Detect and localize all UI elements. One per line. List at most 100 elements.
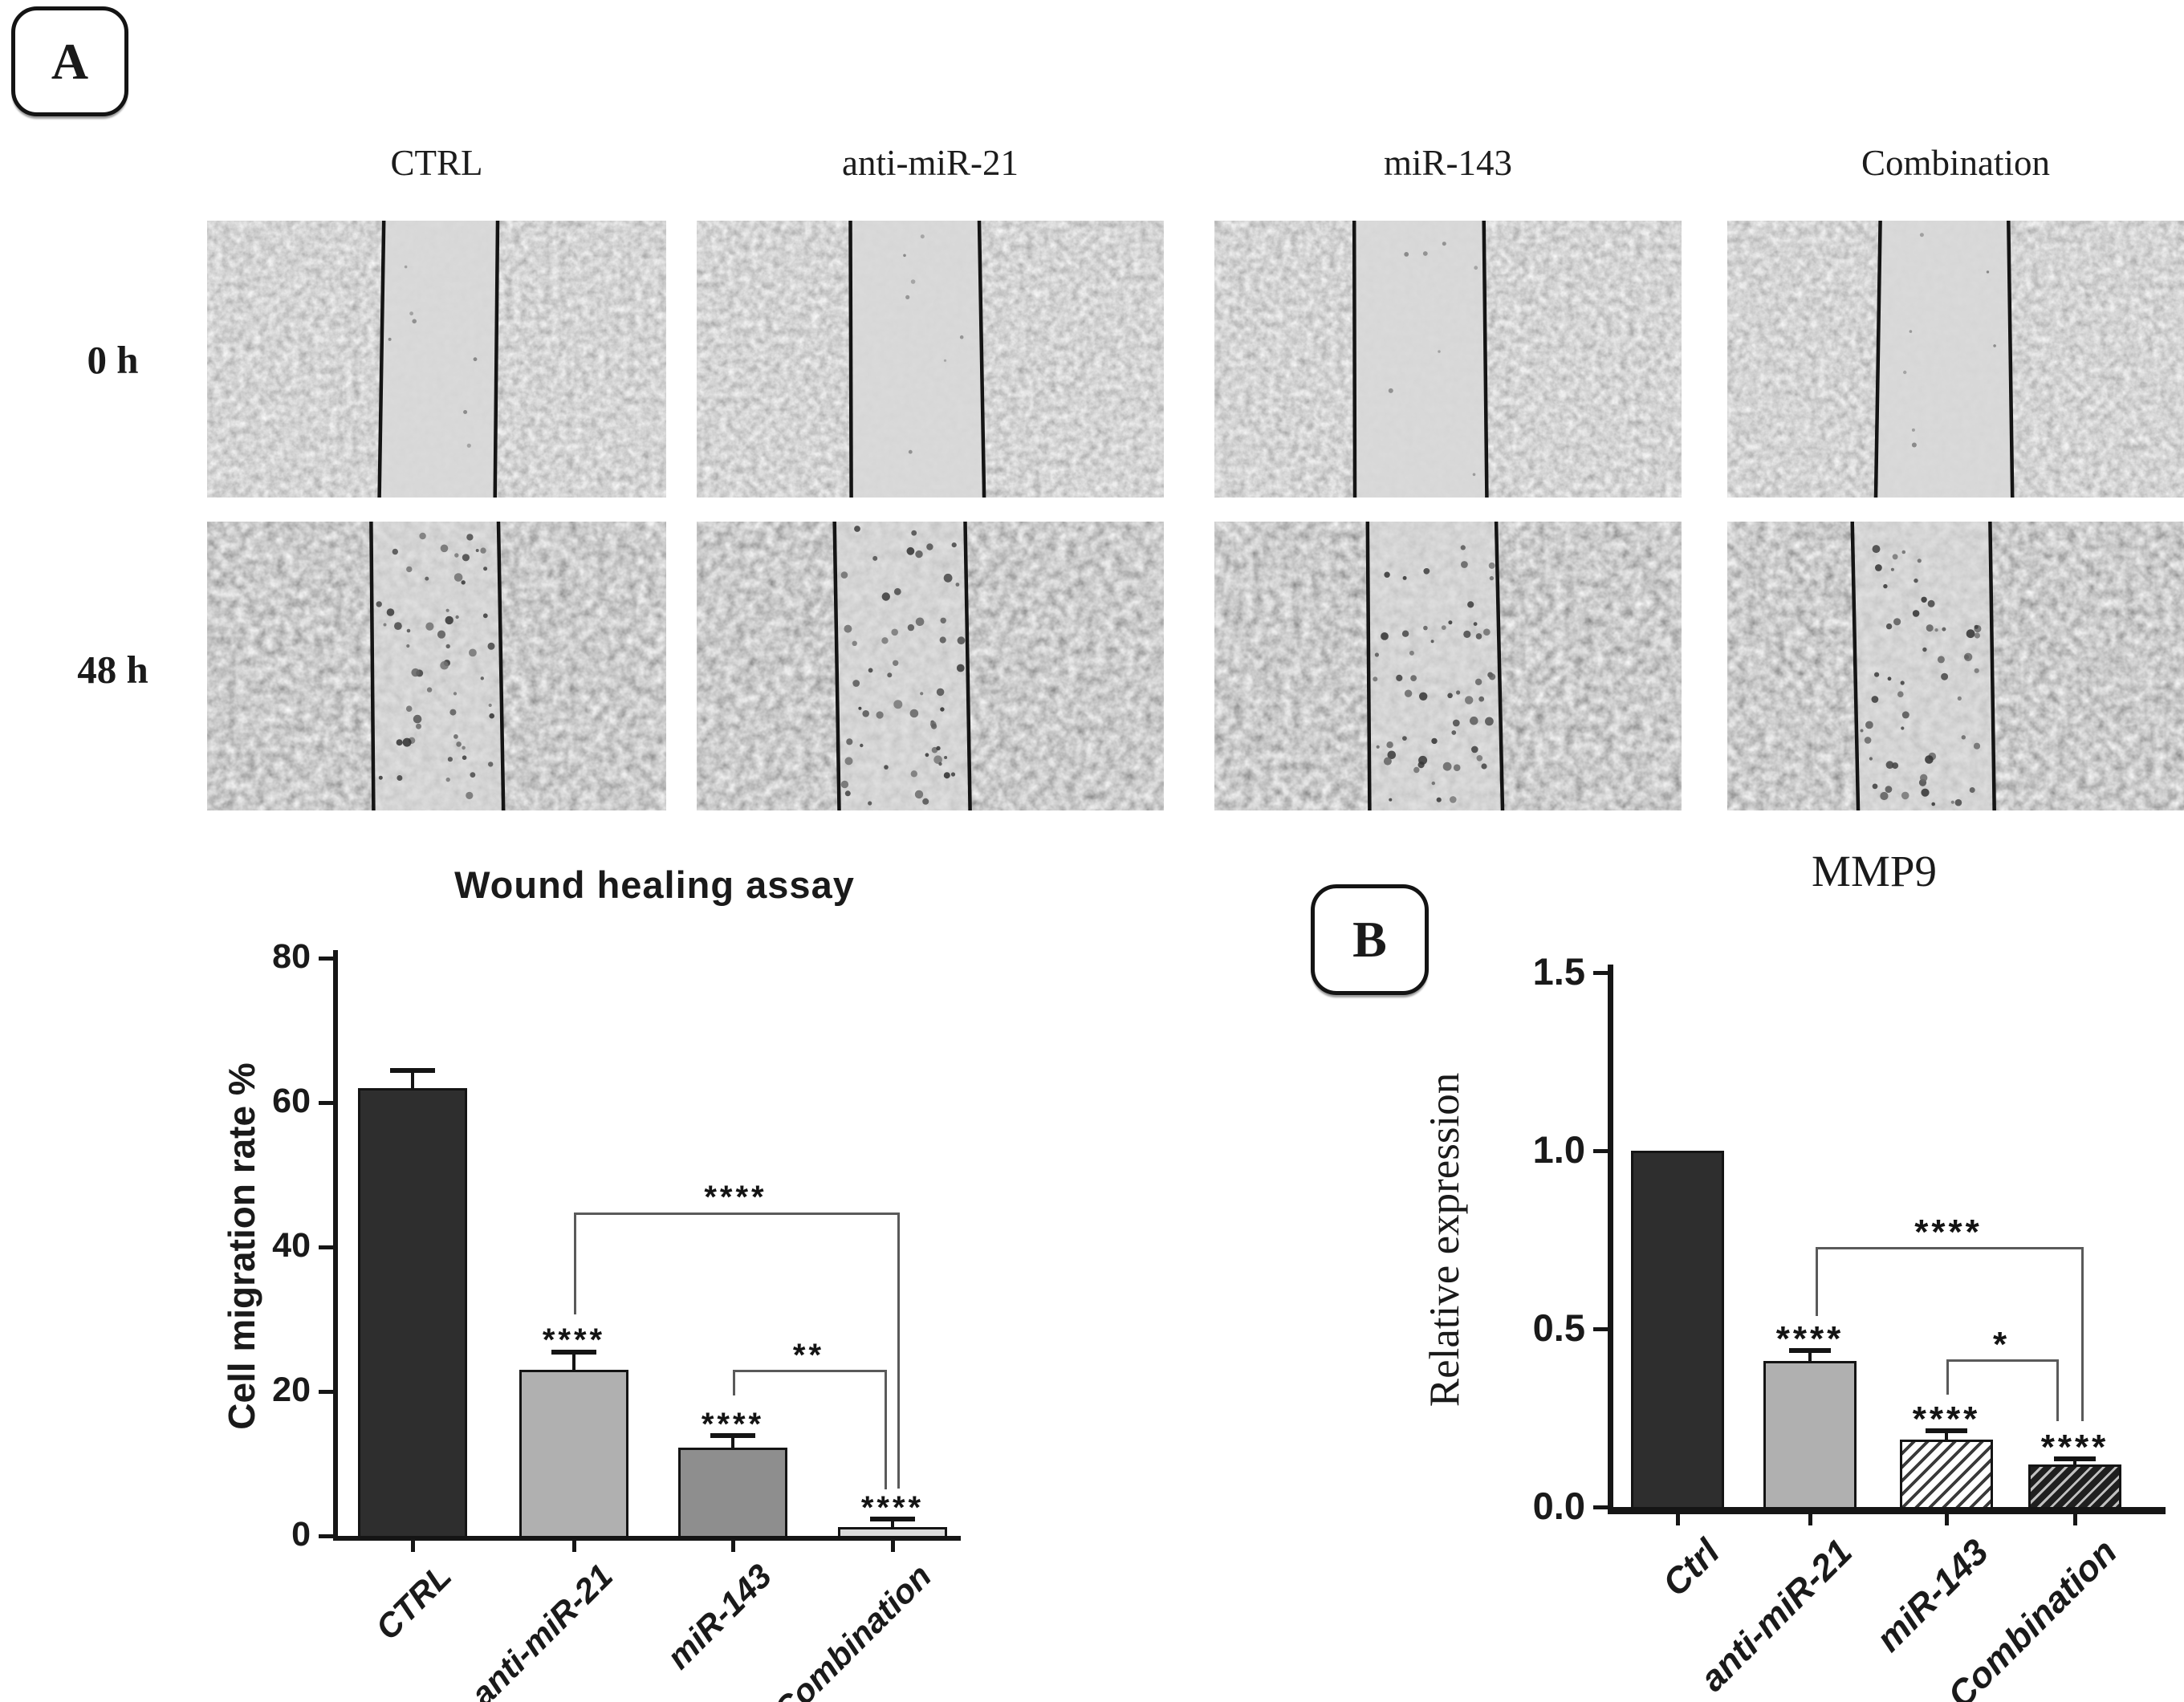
error-bar-cap: [2054, 1456, 2096, 1462]
wound-chart-title: Wound healing assay: [454, 863, 855, 906]
y-tick-label: 0.0: [1532, 1484, 1585, 1527]
row-label-0h: 0 h: [87, 338, 139, 382]
x-category-label: anti-miR-21: [1691, 1531, 1861, 1700]
bracket-right-leg: [897, 1212, 900, 1489]
micrograph-image: [1214, 522, 1682, 810]
bracket-significance-stars: ****: [1914, 1213, 1983, 1253]
y-tick-label: 0.5: [1532, 1306, 1585, 1349]
migrated-cells: [376, 532, 495, 799]
x-category-label: miR-143: [659, 1557, 779, 1676]
y-tick-label: 0: [291, 1515, 311, 1554]
error-bar-line: [891, 1519, 894, 1528]
bracket-horizontal: [574, 1212, 897, 1215]
micrograph-mir-143-0h: [1214, 221, 1682, 498]
micrograph-anti-mir-21-48h: [697, 522, 1164, 810]
y-tick: [319, 957, 333, 961]
error-bar-cap: [1789, 1347, 1831, 1353]
bracket-horizontal: [1816, 1246, 2081, 1249]
x-tick: [2073, 1514, 2077, 1525]
error-bar-cap: [390, 1067, 435, 1073]
micrograph-image: [1727, 221, 2184, 498]
x-category-label: Combination: [766, 1557, 939, 1702]
wound-chart-y-axis-label: Cell migration rate %: [221, 1062, 262, 1430]
error-bar-cap: [1926, 1428, 1967, 1433]
column-header-anti-mir-21: anti-miR-21: [842, 143, 1019, 183]
bar-mir-143: [1900, 1439, 1993, 1509]
micrograph-combination-0h: [1727, 221, 2184, 498]
y-tick-label: 60: [272, 1082, 311, 1121]
x-category-label: Ctrl: [1654, 1531, 1728, 1604]
x-tick: [1808, 1514, 1812, 1525]
micrograph-ctrl-0h: [207, 221, 666, 498]
panel-b-label: B: [1352, 911, 1387, 968]
bracket-left-leg: [574, 1212, 576, 1314]
micrograph-combination-48h: [1727, 522, 2184, 810]
migrated-cells: [840, 526, 966, 806]
y-tick: [319, 1245, 333, 1249]
error-bar-cap: [710, 1432, 755, 1438]
x-axis: [1608, 1507, 2166, 1514]
y-axis: [1608, 965, 1613, 1510]
significance-stars: ****: [1775, 1319, 1844, 1359]
y-tick: [1593, 1327, 1608, 1331]
column-header-combination: Combination: [1861, 143, 2050, 183]
significance-stars: ****: [2040, 1428, 2109, 1468]
x-tick: [411, 1541, 415, 1552]
migrated-cells: [1373, 545, 1496, 803]
migrated-cells: [1388, 242, 1478, 477]
y-tick-label: 80: [272, 937, 311, 977]
bracket-significance-stars: ****: [704, 1180, 767, 1216]
migrated-cells: [388, 265, 478, 448]
micrograph-image: [697, 522, 1164, 810]
error-bar-line: [411, 1070, 414, 1088]
micrograph-image: [697, 221, 1164, 498]
significance-stars: ****: [860, 1489, 925, 1525]
bracket-right-leg: [885, 1370, 887, 1489]
panel-a-label: A: [51, 32, 89, 90]
column-header-ctrl: CTRL: [390, 143, 483, 183]
bar-anti-mir-21: [1763, 1360, 1857, 1509]
bracket-horizontal: [1946, 1359, 2056, 1362]
y-tick-label: 20: [272, 1371, 311, 1410]
bracket-right-leg: [2081, 1246, 2084, 1422]
significance-stars: ****: [542, 1322, 606, 1359]
x-category-label: miR-143: [1868, 1531, 1997, 1659]
migrated-cells: [903, 234, 964, 454]
x-tick: [1676, 1514, 1680, 1525]
bracket-right-leg: [2056, 1359, 2059, 1422]
error-bar-cap: [551, 1349, 596, 1355]
micrograph-anti-mir-21-0h: [697, 221, 1164, 498]
x-category-label: CTRL: [368, 1557, 459, 1647]
column-header-mir-143: miR-143: [1383, 143, 1512, 183]
mmp9-chart-y-axis-label: Relative expression: [1421, 1072, 1468, 1408]
x-category-label: anti-miR-21: [463, 1557, 620, 1702]
error-bar-line: [1808, 1350, 1812, 1361]
bracket-left-leg: [1946, 1359, 1949, 1395]
significance-stars: ****: [701, 1406, 765, 1442]
y-tick: [1593, 971, 1608, 975]
y-tick-label: 40: [272, 1226, 311, 1265]
bar-ctrl: [1631, 1151, 1724, 1509]
y-tick: [319, 1390, 333, 1394]
bar-combination: [2028, 1464, 2121, 1509]
x-tick: [572, 1541, 576, 1552]
micrograph-image: [1214, 221, 1682, 498]
bar-ctrl: [358, 1088, 467, 1538]
micrograph-image: [1727, 522, 2184, 810]
error-bar-line: [1945, 1430, 1948, 1440]
y-axis: [333, 950, 338, 1539]
x-tick: [891, 1541, 895, 1552]
bracket-horizontal: [733, 1370, 885, 1372]
x-tick: [731, 1541, 735, 1552]
x-axis: [333, 1536, 961, 1541]
error-bar-line: [572, 1351, 575, 1370]
y-tick-label: 1.0: [1532, 1127, 1585, 1171]
migrated-cells: [1860, 545, 1982, 806]
row-label-48h: 48 h: [77, 648, 148, 692]
y-tick: [319, 1101, 333, 1105]
y-tick-label: 1.5: [1532, 949, 1585, 993]
y-tick: [1593, 1505, 1608, 1509]
significance-stars: ****: [1912, 1399, 1981, 1439]
x-tick: [1945, 1514, 1949, 1525]
